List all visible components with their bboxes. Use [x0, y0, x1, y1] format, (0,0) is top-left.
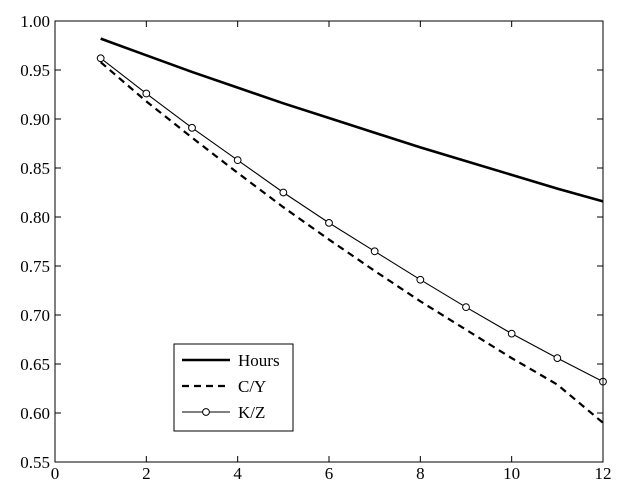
data-point	[142, 89, 151, 98]
data-point	[233, 156, 242, 165]
y-tick-label: 0.80	[20, 208, 50, 227]
y-tick-label: 0.90	[20, 110, 50, 129]
data-point	[325, 218, 333, 227]
data-point	[96, 54, 105, 63]
x-tick-label: 4	[233, 464, 242, 482]
y-tick-label: 0.85	[20, 159, 50, 178]
x-tick-label: 6	[325, 464, 334, 482]
series-line-hours	[100, 37, 604, 203]
y-tick-label: 0.95	[20, 61, 50, 80]
legend-label: Hours	[238, 351, 280, 370]
y-tick-label: 0.60	[20, 404, 50, 423]
series-line-k-z	[100, 57, 604, 383]
x-tick-label: 12	[595, 464, 612, 482]
plot-area-frame	[54, 20, 604, 463]
x-tick-label: 0	[51, 464, 60, 482]
data-point	[507, 329, 516, 338]
legend: Hours C/Y K/Z	[173, 343, 294, 432]
legend-marker	[202, 408, 210, 416]
data-point	[370, 247, 379, 256]
x-tick-label: 8	[416, 464, 425, 482]
legend-items: Hours C/Y K/Z	[182, 351, 280, 422]
y-tick-label: 1.00	[20, 12, 50, 31]
data-point	[188, 123, 196, 132]
y-tick-label: 0.70	[20, 306, 50, 325]
legend-label: C/Y	[238, 377, 266, 396]
axis-ticks: 0 2 4 6 8 10 12 0.55 0.60 0.65 0.70 0.75 0.80 0.85 0.9…	[20, 12, 611, 482]
y-tick-label: 0.55	[20, 453, 50, 472]
x-tick-label: 2	[142, 464, 151, 482]
x-tick-label: 10	[503, 464, 520, 482]
legend-label: K/Z	[238, 403, 265, 422]
y-tick-label: 0.75	[20, 257, 50, 276]
series-line-c-y	[99, 61, 604, 424]
series-lines	[96, 37, 607, 424]
data-point	[416, 275, 425, 284]
y-tick-label: 0.65	[20, 355, 50, 374]
legend-box	[173, 343, 294, 432]
data-point	[462, 303, 470, 312]
data-point	[553, 354, 562, 363]
data-point	[279, 188, 288, 197]
